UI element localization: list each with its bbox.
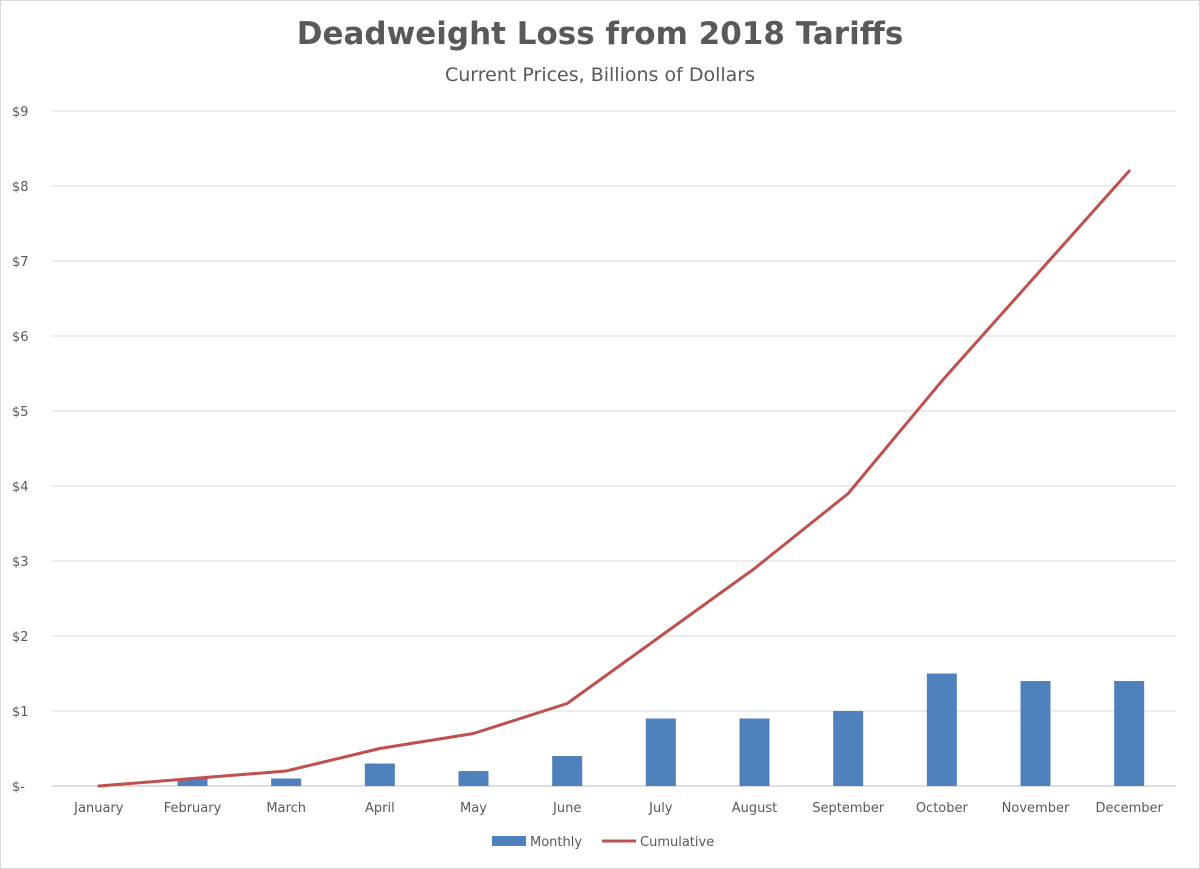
y-tick-label: $3 [12,555,29,570]
chart-title: Deadweight Loss from 2018 Tariffs [296,16,904,52]
bar [739,718,770,786]
legend-label-cumulative: Cumulative [640,835,714,850]
x-tick-label: March [266,801,306,816]
bar [926,673,957,786]
y-tick-label: $4 [12,480,29,495]
y-tick-label: $2 [12,630,29,645]
bar [364,763,395,786]
y-tick-label: $8 [12,180,29,195]
bar [271,778,302,786]
bar [645,718,676,786]
x-tick-label: November [1002,801,1070,816]
x-tick-label: September [812,801,885,816]
bar [458,771,489,786]
bar [177,778,208,786]
y-tick-label: $5 [12,405,29,420]
legend-label-monthly: Monthly [530,835,582,850]
bar [833,711,864,786]
y-tick-label: $9 [12,105,29,120]
bar [1020,681,1051,786]
x-tick-label: July [648,801,673,816]
x-tick-label: August [732,801,778,816]
x-tick-label: December [1095,801,1163,816]
x-tick-label: April [365,801,395,816]
x-tick-label: October [916,801,969,816]
x-tick-label: February [164,801,222,816]
y-tick-label: $7 [12,255,29,270]
y-tick-label: $- [12,780,25,795]
legend-swatch-monthly [492,836,526,846]
x-tick-label: January [73,801,124,816]
y-tick-label: $6 [12,330,29,345]
chart-subtitle: Current Prices, Billions of Dollars [444,64,755,86]
bar [552,756,583,786]
x-tick-label: June [552,801,581,816]
cumulative-line [97,169,1131,788]
y-tick-label: $1 [12,705,29,720]
bar [1114,681,1145,786]
x-tick-label: May [460,801,487,816]
